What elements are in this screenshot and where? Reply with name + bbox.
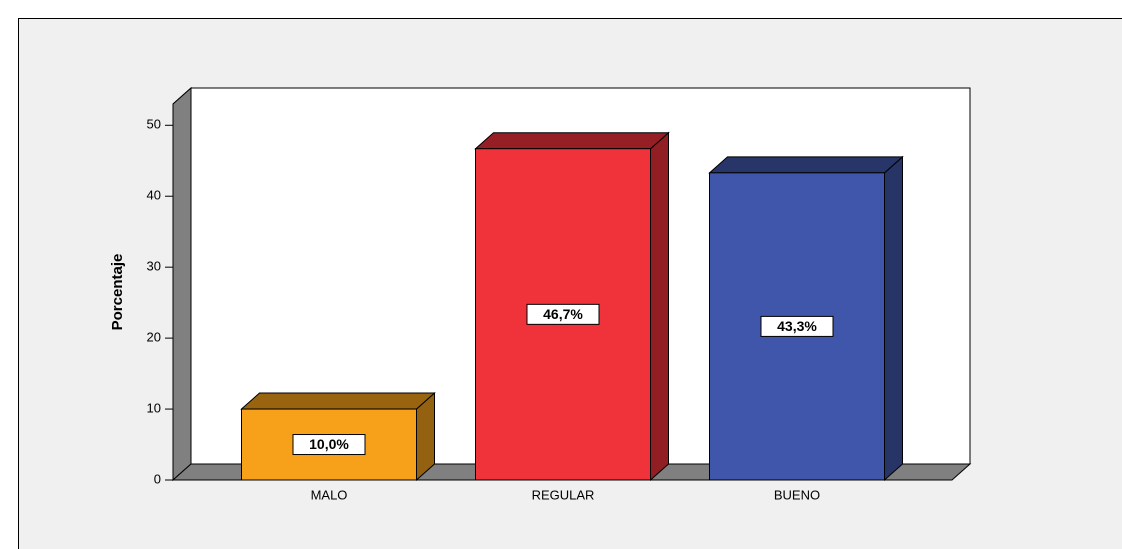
value-label-box (526, 303, 600, 325)
bar-side (650, 131, 669, 482)
y-tick-label: 10 (147, 400, 161, 415)
value-label: 43,3% (777, 318, 817, 334)
value-label-box (760, 315, 834, 337)
y-tick-label: 0 (154, 471, 161, 486)
x-tick-label: BUENO (774, 487, 820, 502)
y-tick-label: 50 (147, 117, 161, 132)
x-tick-label: REGULAR (532, 487, 595, 502)
bar-top (240, 392, 436, 410)
bar-side (884, 155, 903, 482)
value-label: 46,7% (543, 306, 583, 322)
y-tick-label: 20 (147, 330, 161, 345)
y-tick-label: 30 (147, 259, 161, 274)
y-tick-label: 40 (147, 188, 161, 203)
y-axis-label: Porcentaje (109, 254, 126, 331)
bar-top (708, 156, 904, 174)
value-label-box (292, 434, 366, 456)
side-wall (172, 86, 192, 482)
bar-top (474, 132, 670, 150)
x-tick-label: MALO (311, 487, 348, 502)
value-label: 10,0% (309, 436, 349, 452)
